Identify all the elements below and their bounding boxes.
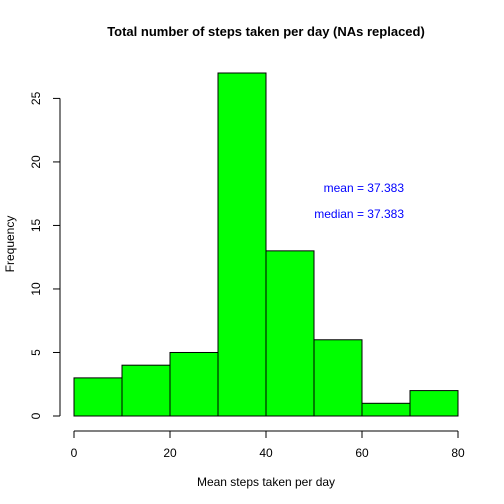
y-tick-label: 20 [29, 155, 43, 169]
y-tick-label: 25 [29, 91, 43, 105]
histogram-bar [121, 364, 171, 417]
x-tick-label: 60 [355, 446, 369, 460]
y-tick-label: 0 [29, 412, 43, 419]
bars-group [73, 72, 459, 417]
histogram-bar [73, 377, 123, 417]
mean-annotation: mean = 37.383 [324, 181, 405, 195]
x-tick-label: 0 [71, 446, 78, 460]
chart-title: Total number of steps taken per day (NAs… [107, 24, 425, 39]
y-tick-label: 15 [29, 218, 43, 232]
x-axis: 0 20 40 60 80 [71, 430, 465, 460]
y-tick-label: 5 [29, 349, 43, 356]
median-annotation: median = 37.383 [314, 207, 404, 221]
y-tick-label: 10 [29, 282, 43, 296]
y-axis-label: Frequency [3, 216, 17, 273]
histogram-bar [169, 351, 219, 417]
x-axis-label: Mean steps taken per day [197, 475, 335, 489]
y-axis: 0 5 10 15 20 25 [29, 91, 61, 419]
x-tick-label: 20 [163, 446, 177, 460]
histogram-bar [361, 402, 411, 417]
histogram-bar [265, 250, 315, 417]
histogram-bar [217, 72, 267, 417]
histogram-bar [313, 339, 363, 417]
histogram-bar [409, 390, 459, 417]
x-tick-label: 40 [259, 446, 273, 460]
x-tick-label: 80 [451, 446, 465, 460]
